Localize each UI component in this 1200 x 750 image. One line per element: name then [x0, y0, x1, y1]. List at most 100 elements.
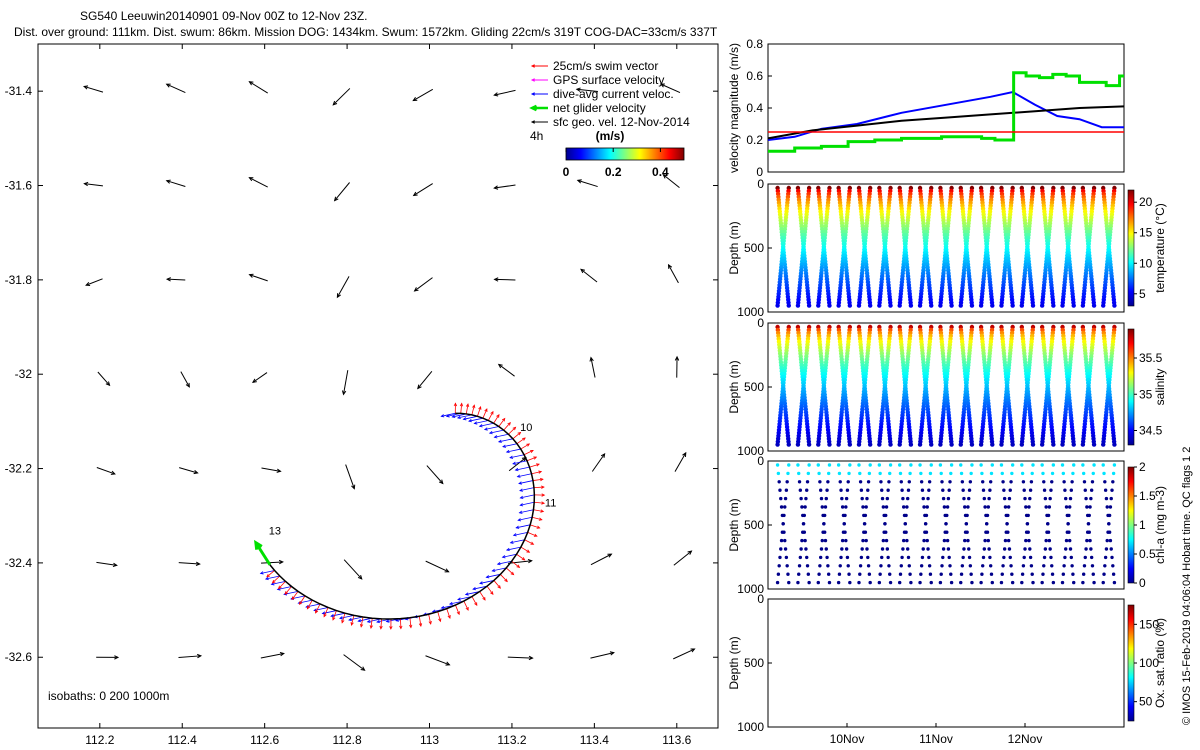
swim-vector-head — [271, 579, 276, 584]
dac-vector-head — [519, 495, 524, 499]
chla-sample — [905, 505, 909, 509]
sfc-geo-vector — [96, 655, 120, 660]
dac-vector-shaft — [479, 422, 494, 427]
chla-sample — [797, 471, 801, 476]
chla-sample — [939, 572, 943, 576]
chla-sample — [1103, 480, 1107, 484]
chla-sample — [780, 513, 785, 518]
chla-sample — [866, 480, 871, 484]
sfc-geo-vector-shaft — [249, 274, 268, 282]
chla-sample — [782, 530, 786, 534]
map-xtick-label: 113.2 — [497, 733, 526, 747]
chla-sample — [807, 463, 811, 467]
dac-vector — [357, 617, 373, 623]
chla-sample — [840, 496, 844, 501]
dac-vector-shaft — [513, 531, 528, 536]
oxygen-colorbar-label: Ox. sat. ratio (%) — [1153, 618, 1167, 708]
sfc-geo-vector-head — [659, 83, 665, 88]
dac-vector — [518, 480, 534, 485]
sfc-geo-vector — [336, 276, 350, 299]
sfc-geo-vector-shaft — [252, 372, 268, 383]
dac-vector — [339, 614, 355, 620]
swim-vector-shaft — [477, 406, 482, 417]
swim-vector-head — [530, 449, 534, 453]
oxygen-xtick-label: 11Nov — [919, 732, 953, 746]
chla-sample — [820, 505, 824, 509]
dac-vector — [313, 607, 329, 612]
sfc-geo-vector-shaft — [85, 278, 103, 286]
salinity-ytick-label: 0 — [757, 316, 764, 330]
sfc-geo-vector — [178, 653, 203, 659]
dac-vector-shaft — [271, 580, 286, 585]
salinity-sample — [856, 442, 862, 447]
salinity-sample — [917, 442, 923, 447]
chla-sample — [959, 471, 964, 476]
chla-sample — [989, 572, 994, 576]
sfc-geo-vector — [248, 177, 268, 188]
dac-vector-head — [491, 568, 496, 572]
chla-sample — [1002, 547, 1007, 551]
chla-sample — [989, 471, 994, 476]
swim-vector — [534, 501, 546, 505]
chla-sample — [963, 538, 967, 543]
colorbar-title: (m/s) — [596, 129, 625, 143]
sfc-geo-vector-head — [412, 96, 418, 102]
swim-vector — [332, 610, 337, 621]
sfc-geo-vector-head — [332, 100, 338, 106]
swim-vector-head — [465, 607, 469, 611]
map-panel: 112.2 112.4 112.6 112.8 113 113.2 113.4 113.6 -3… — [5, 43, 719, 747]
chla-sample — [947, 488, 951, 492]
sfc-geo-vector — [591, 452, 606, 472]
chla-sample — [1005, 522, 1009, 526]
temperature-sample — [908, 303, 914, 308]
chla-sample — [823, 538, 828, 543]
temperature-cbar-tick-label: 20 — [1139, 195, 1153, 209]
chla-sample — [797, 572, 801, 576]
chla-sample — [941, 555, 945, 560]
dac-vector — [464, 591, 480, 596]
sfc-geo-vector-shaft — [507, 656, 533, 659]
swim-vector — [493, 580, 501, 589]
sfc-geo-vector-shaft — [580, 268, 598, 283]
dac-vector — [456, 414, 472, 419]
chla-sample — [1022, 555, 1026, 560]
chla-sample — [784, 555, 789, 560]
chla-sample — [1041, 471, 1045, 476]
chla-sample — [1089, 488, 1094, 492]
chla-sample — [940, 564, 944, 568]
swim-vector-shaft — [532, 478, 543, 481]
sfc-geo-vector-head — [251, 378, 257, 383]
oxygen-ytick-label: 0 — [757, 592, 764, 606]
chla-sample — [1009, 564, 1013, 568]
chla-sample — [845, 488, 850, 492]
chla-sample — [902, 513, 907, 518]
chla-sample — [921, 496, 925, 501]
chla-sample — [1064, 496, 1068, 501]
swim-vector — [532, 516, 543, 521]
map-xtick-label: 112.4 — [168, 733, 197, 747]
temperature-sample — [1080, 303, 1086, 308]
dac-vector-head — [478, 424, 483, 428]
dac-vector-head — [357, 619, 362, 623]
chla-sample — [1051, 463, 1056, 467]
dac-vector — [515, 524, 531, 529]
chla-sample — [901, 496, 905, 501]
map-xtick-label: 112.8 — [333, 733, 362, 747]
chla-sample — [836, 463, 841, 467]
dac-vector-head — [464, 592, 469, 596]
chla-sample — [1071, 471, 1075, 476]
sfc-geo-vector — [96, 467, 116, 475]
dac-vector-head — [440, 605, 445, 610]
map-axes-frame — [37, 43, 719, 729]
dac-vector-shaft — [497, 560, 512, 565]
dac-vector-head — [448, 601, 453, 606]
legend-swatch-head — [530, 120, 535, 124]
temperature-colorbar-label: temperature (°C) — [1153, 203, 1167, 293]
sfc-geo-vector-shaft — [576, 88, 598, 93]
chla-sample — [802, 530, 807, 534]
swim-vector-shaft — [463, 600, 469, 611]
swim-vector — [534, 493, 546, 497]
chla-sample — [1030, 471, 1034, 476]
map-xtick-label: 112.2 — [85, 733, 114, 747]
swim-vector — [389, 619, 393, 630]
